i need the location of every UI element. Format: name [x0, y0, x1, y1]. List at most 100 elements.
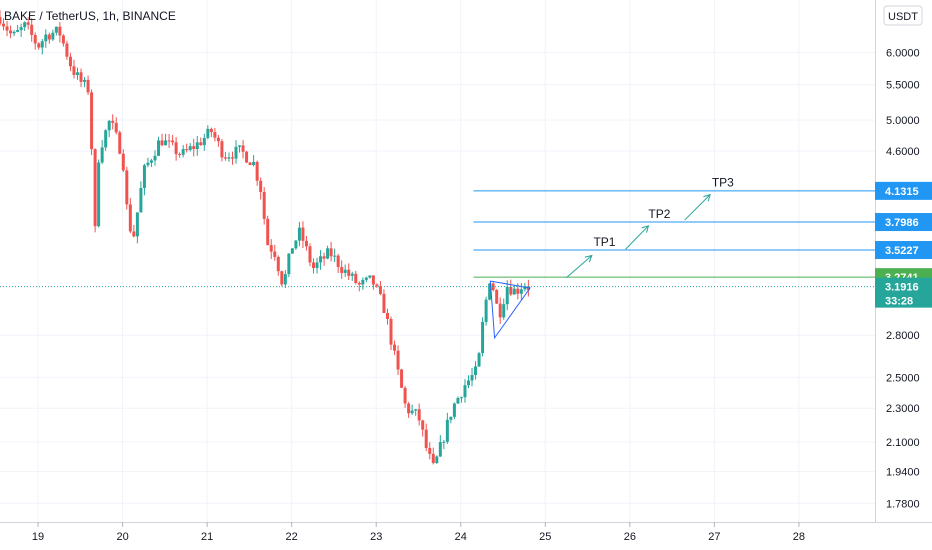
- time-axis[interactable]: 19 20 21 22 23 24 25 26 27 28: [32, 522, 805, 543]
- candle-body: [361, 279, 365, 285]
- candle-body: [139, 187, 143, 213]
- candle-body: [83, 79, 87, 82]
- triangle-pattern: [489, 280, 531, 340]
- candle-body: [149, 160, 153, 163]
- candle-body: [12, 31, 16, 34]
- price-axis-background[interactable]: [875, 0, 932, 522]
- candle-body: [382, 293, 386, 313]
- candle-body: [347, 269, 351, 276]
- target-annotation: TP3: [712, 176, 734, 190]
- x-tick-label: 26: [624, 531, 636, 543]
- candle-body: [287, 253, 291, 275]
- candle-body: [19, 27, 23, 31]
- candle-body: [128, 204, 132, 232]
- candle-body: [333, 255, 337, 257]
- candle-body: [234, 146, 238, 159]
- x-tick-label: 21: [201, 531, 213, 543]
- level-price-tag: [875, 181, 932, 200]
- candle-body: [51, 32, 55, 40]
- candle-body: [132, 231, 136, 237]
- y-tick-label: 4.6000: [886, 146, 920, 158]
- candle-body: [160, 140, 164, 146]
- candle-body: [481, 321, 485, 354]
- candle-body: [435, 456, 439, 464]
- target-arrow-head: [641, 225, 650, 233]
- candle-body: [195, 142, 199, 150]
- candle-body: [304, 240, 308, 247]
- candle-body: [142, 165, 146, 188]
- target-arrow-shaft: [566, 255, 593, 279]
- candle-body: [326, 248, 330, 259]
- candle-body: [519, 289, 523, 294]
- x-tick-label: 20: [116, 531, 128, 543]
- candle-body: [410, 410, 414, 414]
- candle-body: [403, 387, 407, 404]
- level-price-tag: [875, 241, 932, 260]
- target-arrow-shaft: [625, 225, 649, 250]
- candle-body: [523, 286, 527, 290]
- candle-body: [312, 262, 316, 269]
- current-price-label: 3.1916: [885, 282, 919, 294]
- candle-body: [79, 72, 83, 82]
- candle-body: [297, 227, 301, 241]
- candle-body: [484, 299, 488, 322]
- countdown-label: 33:28: [885, 296, 913, 308]
- candle-body: [58, 26, 62, 36]
- candle-body: [319, 256, 323, 263]
- candle-body: [509, 286, 513, 295]
- y-tick-label: 2.1000: [886, 437, 920, 449]
- time-axis-background[interactable]: [0, 522, 875, 550]
- candle-body: [238, 145, 242, 147]
- current-price-tag: [875, 277, 932, 308]
- candle-body: [498, 303, 502, 318]
- candle-body: [61, 35, 65, 44]
- candle-body: [336, 255, 340, 268]
- candle-body: [199, 142, 203, 146]
- chart-title: BAKE / TetherUS, 1h, BINANCE: [4, 9, 176, 23]
- candle-body: [37, 43, 41, 48]
- candle-body: [220, 141, 224, 158]
- candle-body: [114, 122, 118, 133]
- candle-body: [350, 273, 354, 276]
- candle-body: [135, 212, 139, 237]
- candle-body: [417, 409, 421, 421]
- candle-body: [216, 137, 220, 142]
- candle-body: [9, 30, 13, 34]
- level-price-label: 4.1315: [885, 186, 919, 198]
- candle-body: [414, 409, 418, 411]
- candle-body: [174, 142, 178, 155]
- candle-body: [308, 246, 312, 263]
- candle-body: [438, 442, 442, 457]
- y-tick-label: 2.5000: [886, 372, 920, 384]
- price-axis[interactable]: 6.0000 5.5000 5.0000 4.6000 2.8000 2.5000 2.30…: [886, 47, 920, 510]
- candle-body: [400, 369, 404, 388]
- grid: [0, 0, 875, 522]
- candle-body: [153, 155, 157, 161]
- candle-body: [93, 149, 97, 227]
- candle-body: [266, 218, 270, 246]
- candle-body: [421, 420, 425, 430]
- candle-body: [167, 140, 171, 142]
- y-tick-label: 6.0000: [886, 47, 920, 59]
- candle-body: [378, 286, 382, 294]
- candle-body: [495, 290, 499, 304]
- candle-body: [86, 79, 90, 93]
- candle-body: [329, 248, 333, 257]
- candle-body: [259, 180, 263, 192]
- candle-body: [223, 157, 227, 159]
- candle-body: [301, 227, 305, 241]
- candle-body: [213, 132, 217, 138]
- currency-badge[interactable]: [883, 5, 923, 26]
- candle-body: [97, 162, 101, 227]
- x-tick-label: 27: [708, 531, 720, 543]
- candle-body: [44, 34, 48, 42]
- candle-body: [111, 120, 115, 123]
- currency-label: USDT: [888, 11, 918, 23]
- candle-body: [255, 161, 259, 181]
- candle-body: [100, 147, 104, 163]
- candle-body: [2, 23, 6, 27]
- y-tick-label: 2.3000: [886, 403, 920, 415]
- candle-body: [364, 277, 368, 280]
- target-arrow-head: [703, 193, 711, 202]
